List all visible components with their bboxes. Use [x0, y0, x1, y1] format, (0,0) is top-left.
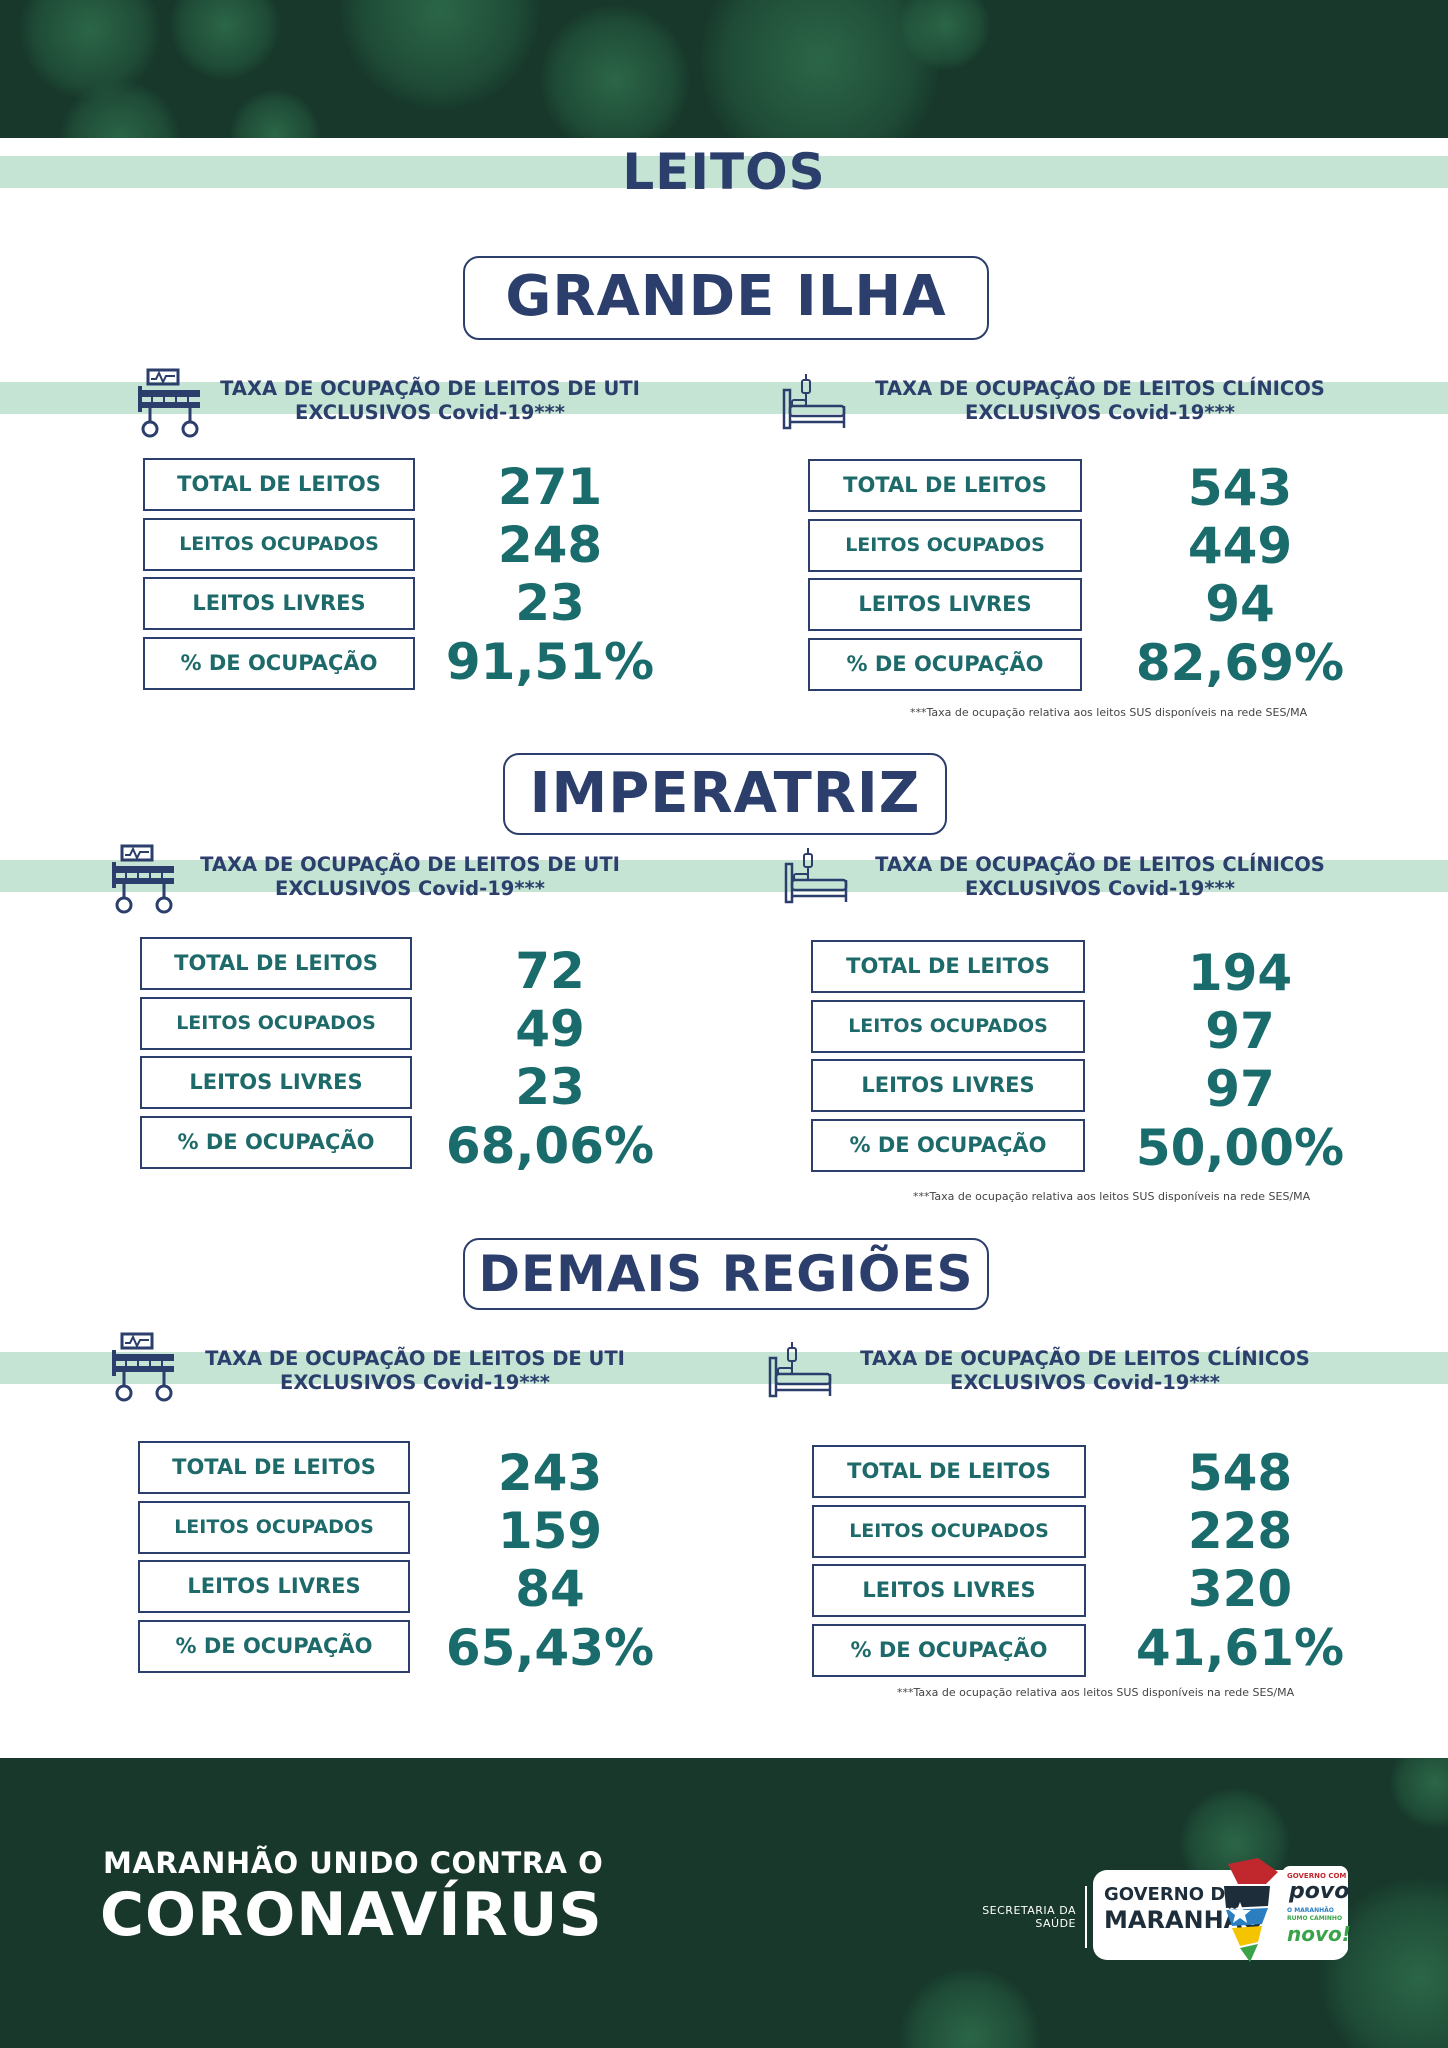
value-clinicos-ocupados: 449: [1187, 517, 1293, 575]
secretaria-line1: SECRETARIA DA: [982, 1904, 1076, 1917]
label-total-leitos: TOTAL DE LEITOS: [811, 940, 1085, 993]
value-clinicos-livres: 94: [1205, 575, 1275, 633]
bottom-banner: MARANHÃO UNIDO CONTRA O CORONAVÍRUS SECR…: [0, 1758, 1448, 2048]
label-pct-ocupacao: % DE OCUPAÇÃO: [808, 638, 1082, 691]
section-band: [0, 382, 1448, 414]
uti-heading: TAXA DE OCUPAÇÃO DE LEITOS DE UTI EXCLUS…: [175, 1347, 655, 1395]
uti-heading: TAXA DE OCUPAÇÃO DE LEITOS DE UTI EXCLUS…: [190, 377, 670, 425]
label-pct-ocupacao: % DE OCUPAÇÃO: [140, 1116, 412, 1169]
page-title: LEITOS: [622, 143, 826, 201]
slogan-badge: [1282, 1866, 1348, 1956]
value-uti-total: 271: [497, 458, 603, 516]
value-uti-ocupados: 49: [515, 1000, 585, 1058]
value-uti-livres: 23: [515, 1058, 585, 1116]
label-leitos-ocupados: LEITOS OCUPADOS: [811, 1000, 1085, 1053]
divider: [1085, 1886, 1087, 1948]
uti-heading-line2: EXCLUSIVOS Covid-19***: [275, 877, 545, 900]
campaign-line1: MARANHÃO UNIDO CONTRA O: [103, 1846, 604, 1880]
icu-bed-icon: [112, 844, 174, 914]
clinicos-heading-line2: EXCLUSIVOS Covid-19***: [965, 877, 1235, 900]
slogan-line4: RUMO CAMINHO: [1287, 1915, 1343, 1922]
slogan-line5: novo!: [1287, 1922, 1351, 1946]
label-leitos-livres: LEITOS LIVRES: [811, 1059, 1085, 1112]
uti-heading-line1: TAXA DE OCUPAÇÃO DE LEITOS DE UTI: [205, 1347, 625, 1370]
title-band: [0, 156, 1448, 188]
uti-heading-line2: EXCLUSIVOS Covid-19***: [280, 1371, 550, 1394]
label-leitos-livres: LEITOS LIVRES: [140, 1056, 412, 1109]
value-uti-pct: 68,06%: [445, 1117, 655, 1175]
maranhao-map-icon: [1224, 1858, 1278, 1962]
label-total-leitos: TOTAL DE LEITOS: [143, 458, 415, 511]
region-title-demais-regioes: DEMAIS REGIÕES: [463, 1238, 989, 1310]
label-leitos-ocupados: LEITOS OCUPADOS: [812, 1505, 1086, 1558]
value-clinicos-pct: 82,69%: [1135, 634, 1345, 692]
value-uti-livres: 84: [515, 1560, 585, 1618]
label-leitos-livres: LEITOS LIVRES: [138, 1560, 410, 1613]
value-clinicos-total: 543: [1187, 459, 1293, 517]
clinicos-heading: TAXA DE OCUPAÇÃO DE LEITOS CLÍNICOS EXCL…: [840, 853, 1360, 901]
value-clinicos-pct: 50,00%: [1135, 1119, 1345, 1177]
campaign-line2: CORONAVÍRUS: [100, 1880, 603, 1950]
value-uti-pct: 91,51%: [445, 633, 655, 691]
value-uti-ocupados: 159: [497, 1502, 603, 1560]
value-clinicos-livres: 97: [1205, 1060, 1275, 1118]
region-title-imperatriz: IMPERATRIZ: [503, 753, 947, 835]
label-total-leitos: TOTAL DE LEITOS: [808, 459, 1082, 512]
icu-bed-icon: [112, 1332, 174, 1402]
label-leitos-ocupados: LEITOS OCUPADOS: [138, 1501, 410, 1554]
label-leitos-livres: LEITOS LIVRES: [808, 578, 1082, 631]
value-uti-pct: 65,43%: [445, 1619, 655, 1677]
clinicos-heading-line1: TAXA DE OCUPAÇÃO DE LEITOS CLÍNICOS: [875, 377, 1325, 400]
label-leitos-livres: LEITOS LIVRES: [812, 1564, 1086, 1617]
footnote: ***Taxa de ocupação relativa aos leitos …: [897, 1686, 1295, 1699]
gov-logo-line1: GOVERNO DO: [1104, 1884, 1241, 1905]
value-clinicos-total: 548: [1187, 1444, 1293, 1502]
label-leitos-livres: LEITOS LIVRES: [143, 577, 415, 630]
label-pct-ocupacao: % DE OCUPAÇÃO: [811, 1119, 1085, 1172]
label-pct-ocupacao: % DE OCUPAÇÃO: [812, 1624, 1086, 1677]
label-total-leitos: TOTAL DE LEITOS: [140, 937, 412, 990]
label-leitos-ocupados: LEITOS OCUPADOS: [808, 519, 1082, 572]
clinicos-heading: TAXA DE OCUPAÇÃO DE LEITOS CLÍNICOS EXCL…: [825, 1347, 1345, 1395]
label-leitos-ocupados: LEITOS OCUPADOS: [143, 518, 415, 571]
label-pct-ocupacao: % DE OCUPAÇÃO: [143, 637, 415, 690]
label-total-leitos: TOTAL DE LEITOS: [138, 1441, 410, 1494]
top-banner: [0, 0, 1448, 138]
uti-heading-line1: TAXA DE OCUPAÇÃO DE LEITOS DE UTI: [220, 377, 640, 400]
secretaria-line2: SAÚDE: [1035, 1917, 1076, 1930]
label-total-leitos: TOTAL DE LEITOS: [812, 1445, 1086, 1498]
footnote: ***Taxa de ocupação relativa aos leitos …: [913, 1190, 1311, 1203]
footnote: ***Taxa de ocupação relativa aos leitos …: [910, 706, 1308, 719]
hospital-bed-icon: [782, 374, 846, 430]
slogan-line3: O MARANHÃO: [1287, 1907, 1334, 1914]
clinicos-heading-line1: TAXA DE OCUPAÇÃO DE LEITOS CLÍNICOS: [875, 853, 1325, 876]
slogan-line1: GOVERNO COM: [1287, 1872, 1347, 1880]
value-uti-total: 243: [497, 1444, 603, 1502]
clinicos-heading-line2: EXCLUSIVOS Covid-19***: [950, 1371, 1220, 1394]
value-clinicos-pct: 41,61%: [1135, 1619, 1345, 1677]
section-band: [0, 860, 1448, 892]
region-title-grande-ilha: GRANDE ILHA: [463, 256, 989, 340]
clinicos-heading-line2: EXCLUSIVOS Covid-19***: [965, 401, 1235, 424]
section-band: [0, 1352, 1448, 1384]
uti-heading-line1: TAXA DE OCUPAÇÃO DE LEITOS DE UTI: [200, 853, 620, 876]
hospital-bed-icon: [768, 1342, 832, 1398]
label-leitos-ocupados: LEITOS OCUPADOS: [140, 997, 412, 1050]
value-uti-total: 72: [515, 942, 585, 1000]
label-pct-ocupacao: % DE OCUPAÇÃO: [138, 1620, 410, 1673]
value-uti-livres: 23: [515, 574, 585, 632]
uti-heading: TAXA DE OCUPAÇÃO DE LEITOS DE UTI EXCLUS…: [170, 853, 650, 901]
value-clinicos-total: 194: [1187, 944, 1293, 1002]
hospital-bed-icon: [784, 848, 848, 904]
value-clinicos-ocupados: 97: [1205, 1002, 1275, 1060]
icu-bed-icon: [138, 368, 200, 438]
value-clinicos-livres: 320: [1187, 1560, 1293, 1618]
clinicos-heading-line1: TAXA DE OCUPAÇÃO DE LEITOS CLÍNICOS: [860, 1347, 1310, 1370]
value-uti-ocupados: 248: [497, 516, 603, 574]
clinicos-heading: TAXA DE OCUPAÇÃO DE LEITOS CLÍNICOS EXCL…: [840, 377, 1360, 425]
slogan-line2: povo: [1289, 1879, 1350, 1904]
secretaria-saude: SECRETARIA DA SAÚDE: [960, 1904, 1076, 1930]
value-clinicos-ocupados: 228: [1187, 1502, 1293, 1560]
uti-heading-line2: EXCLUSIVOS Covid-19***: [295, 401, 565, 424]
